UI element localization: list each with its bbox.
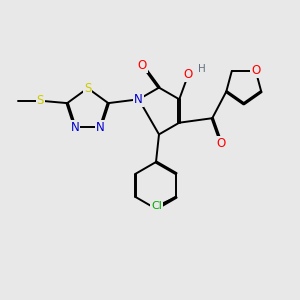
Text: O: O	[217, 137, 226, 150]
Text: O: O	[138, 58, 147, 72]
Text: N: N	[96, 121, 105, 134]
Text: O: O	[184, 68, 193, 81]
Text: N: N	[71, 121, 80, 134]
Text: S: S	[37, 94, 44, 107]
Text: Cl: Cl	[151, 201, 162, 211]
Text: N: N	[134, 93, 143, 106]
Text: H: H	[198, 64, 206, 74]
Text: O: O	[251, 64, 260, 77]
Text: S: S	[84, 82, 92, 95]
